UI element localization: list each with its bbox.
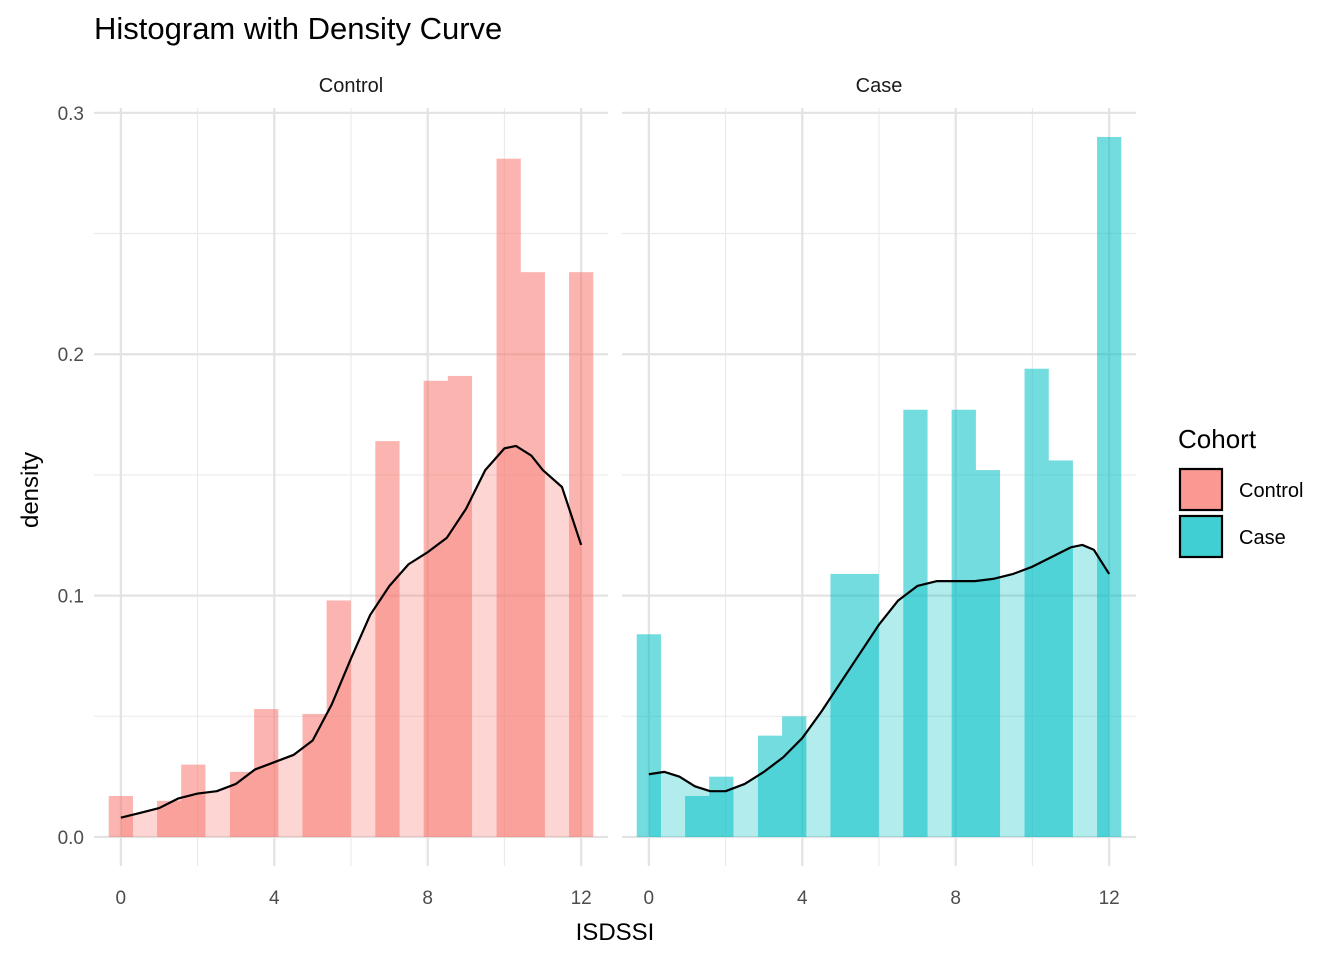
y-axis-ticks: 0.0 0.1 0.2 0.3 [58,104,84,849]
legend-swatch-case [1178,514,1224,559]
strip-label-case: Case [856,75,903,97]
histogram-bar [685,795,710,838]
histogram-bar [496,158,521,838]
facet-panels: Control 0 4 8 12 Case 0 4 8 12 [94,75,1136,909]
x-tick-label: 4 [269,888,280,909]
x-tick-label: 8 [422,888,433,909]
y-tick-label: 0.2 [58,345,84,366]
histogram-bar [830,573,855,838]
histogram-bar [709,776,734,838]
density-curve-line [648,543,1111,793]
x-tick-label: 8 [950,888,961,909]
histogram-bar [1024,368,1049,838]
x-tick-label: 4 [797,888,808,909]
histogram-bar [636,634,661,838]
legend-label-case: Case [1239,527,1286,549]
histogram-bar [326,600,351,838]
legend-title: Cohort [1178,424,1257,454]
y-tick-label: 0.3 [58,104,84,125]
histogram-bar [1048,460,1073,838]
histogram-bar [569,272,594,838]
histogram-bar [975,470,1001,838]
histogram-bars [636,136,1122,838]
histogram-bar [1097,136,1122,838]
x-tick-label: 0 [116,888,127,909]
histogram-bar [903,409,928,838]
legend-label-control: Control [1239,480,1303,502]
y-tick-label: 0.1 [58,587,84,608]
histogram-bar [782,716,807,838]
panel-control: Control 0 4 8 12 [94,75,608,909]
histogram-bar [229,771,255,838]
histogram-bar [302,713,327,838]
y-tick-label: 0.0 [58,828,84,849]
strip-label-control: Control [319,75,383,97]
density-curve-line [120,444,583,819]
legend: Cohort Control Case [1178,424,1303,559]
histogram-bar [181,764,206,838]
histogram-bar [375,441,400,838]
histogram-bar [520,272,545,838]
legend-swatch-control [1178,467,1224,512]
histogram-bar [447,375,473,838]
histogram-bar [757,735,783,838]
chart-title: Histogram with Density Curve [94,11,502,46]
x-tick-label: 12 [571,888,592,909]
histogram-bar [854,573,879,838]
histogram-bar [254,709,279,838]
x-tick-label: 0 [644,888,655,909]
histogram-bars [108,158,594,838]
x-axis-title: ISDSSI [576,919,655,946]
histogram-bar [951,409,976,838]
histogram-bar [423,380,448,838]
x-tick-label: 12 [1099,888,1120,909]
y-axis-title: density [17,452,44,528]
panel-case: Case 0 4 8 12 [622,75,1136,909]
